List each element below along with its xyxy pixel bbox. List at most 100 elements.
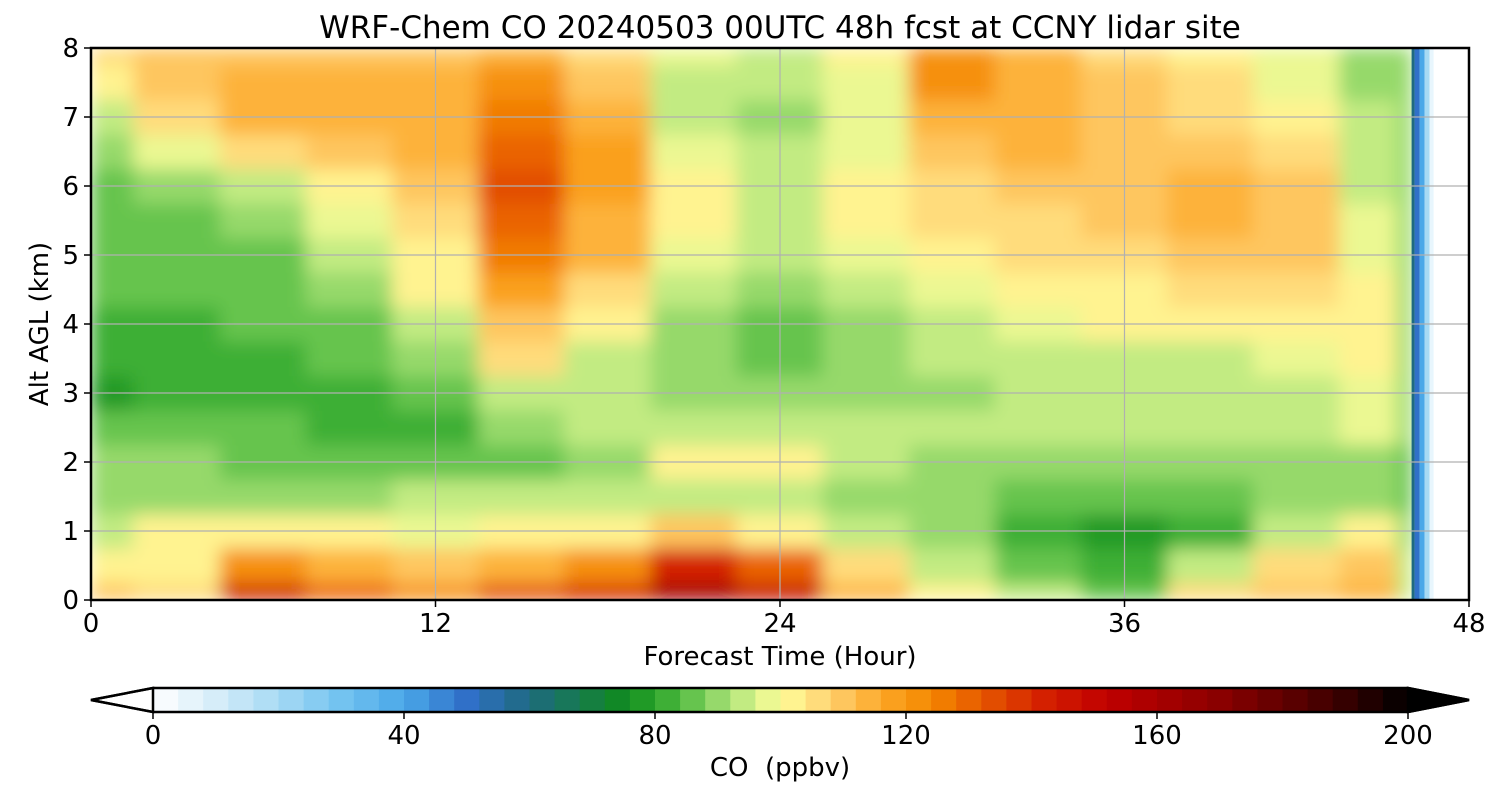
colorbar-swatch <box>855 688 882 712</box>
y-tick-label: 6 <box>62 172 79 202</box>
y-tick-label: 5 <box>62 241 79 271</box>
colorbar-ticks: 0 40 80 120 160 200 <box>145 712 1433 751</box>
heatmap-cell <box>133 409 221 446</box>
heatmap-cell <box>822 478 910 515</box>
heatmap-cell <box>478 478 566 515</box>
colorbar-swatch <box>579 688 606 712</box>
heatmap-cell <box>133 64 221 101</box>
colorbar-tick-label: 0 <box>145 721 162 751</box>
heatmap-cell <box>91 202 135 239</box>
y-tick-label: 8 <box>62 34 79 64</box>
colorbar-swatch <box>1282 688 1309 712</box>
colorbar-swatch <box>203 688 229 712</box>
heatmap-cell <box>219 340 307 377</box>
heatmap-cell <box>91 64 135 101</box>
colorbar-swatch <box>830 688 857 712</box>
x-tick-label: 48 <box>1452 609 1485 639</box>
colorbar-swatch <box>1006 688 1033 712</box>
heatmap-cell <box>133 478 221 515</box>
heatmap-cell <box>305 64 393 101</box>
colorbar-swatch <box>981 688 1007 712</box>
colorbar-label: CO (ppbv) <box>710 753 850 783</box>
heatmap-cell <box>908 478 996 515</box>
heatmap-cell <box>1167 202 1255 239</box>
colorbar-swatch <box>1182 688 1208 712</box>
colorbar-swatch <box>178 688 204 712</box>
heatmap-cell <box>564 48 652 66</box>
heatmap-cell <box>478 64 566 101</box>
heatmap-cell <box>305 202 393 239</box>
heatmap-cell <box>994 64 1082 101</box>
heatmap-cell <box>650 64 738 101</box>
colorbar-tick-label: 40 <box>387 721 420 751</box>
colorbar-extend-high <box>1406 686 1470 714</box>
heatmap-cell <box>219 547 307 584</box>
heatmap-cell <box>1396 478 1413 515</box>
heatmap-cell <box>1396 409 1413 446</box>
heatmap-cell <box>564 340 652 377</box>
colorbar-extend-low <box>90 686 155 714</box>
colorbar-swatch <box>680 688 706 712</box>
heatmap-cell <box>133 340 221 377</box>
colorbar-tick-label: 200 <box>1383 721 1433 751</box>
heatmap-cell <box>133 547 221 584</box>
heatmap-cell <box>478 547 566 584</box>
heatmap-cell <box>219 133 307 170</box>
heatmap-cell <box>1396 582 1413 600</box>
heatmap-cell <box>133 133 221 170</box>
heatmap-cell <box>91 409 135 446</box>
heatmap-cell <box>478 271 566 308</box>
heatmap-cell <box>994 202 1082 239</box>
colorbar-swatch <box>1056 688 1083 712</box>
x-axis-ticks: 0 12 24 36 48 <box>83 600 1486 639</box>
heatmap-cell <box>1339 409 1398 446</box>
colorbar-swatch <box>404 688 430 712</box>
heatmap-cell <box>1253 478 1341 515</box>
heatmap-cell <box>822 133 910 170</box>
colorbar-swatch <box>1357 688 1384 712</box>
heatmap-cell <box>305 133 393 170</box>
y-axis-label: Alt AGL (km) <box>25 242 55 406</box>
heatmap-cell <box>133 582 221 600</box>
colorbar-swatch <box>956 688 982 712</box>
heatmap-cell <box>305 48 393 66</box>
heatmap-cell <box>1167 133 1255 170</box>
heatmap-cell <box>822 271 910 308</box>
heatmap-cell <box>305 340 393 377</box>
heatmap-cell <box>91 271 135 308</box>
heatmap-cell <box>1396 340 1413 377</box>
heatmap-cell <box>305 478 393 515</box>
heatmap-cell <box>305 582 393 600</box>
x-tick-label: 36 <box>1108 609 1141 639</box>
colorbar-swatch <box>730 688 756 712</box>
heatmap-cell <box>908 409 996 446</box>
colorbar-swatch <box>1157 688 1183 712</box>
heatmap-cell <box>1396 547 1413 584</box>
heatmap-cell <box>822 547 910 584</box>
heatmap-cell <box>1167 547 1255 584</box>
colorbar-swatch <box>303 688 330 712</box>
heatmap-cell <box>650 271 738 308</box>
colorbar-swatch <box>1106 688 1133 712</box>
heatmap-cell <box>994 271 1082 308</box>
colorbar-swatch <box>153 688 179 712</box>
heatmap-cell <box>133 202 221 239</box>
colorbar-tick-label: 80 <box>638 721 671 751</box>
heatmap-cell <box>994 409 1082 446</box>
colorbar-swatch <box>1332 688 1359 712</box>
colorbar-swatch <box>1307 688 1334 712</box>
heatmap-cell <box>91 547 135 584</box>
heatmap-cell <box>908 271 996 308</box>
heatmap-cell <box>91 133 135 170</box>
heatmap-cell <box>219 582 307 600</box>
heatmap-cell <box>91 340 135 377</box>
heatmap-cell <box>1253 202 1341 239</box>
chart-title: WRF-Chem CO 20240503 00UTC 48h fcst at C… <box>319 10 1241 46</box>
colorbar-swatch <box>755 688 782 712</box>
heatmap-cell <box>1167 340 1255 377</box>
heatmap-cell <box>1167 409 1255 446</box>
heatmap-cell <box>1253 409 1341 446</box>
heatmap-cell <box>908 64 996 101</box>
heatmap-cell <box>564 478 652 515</box>
